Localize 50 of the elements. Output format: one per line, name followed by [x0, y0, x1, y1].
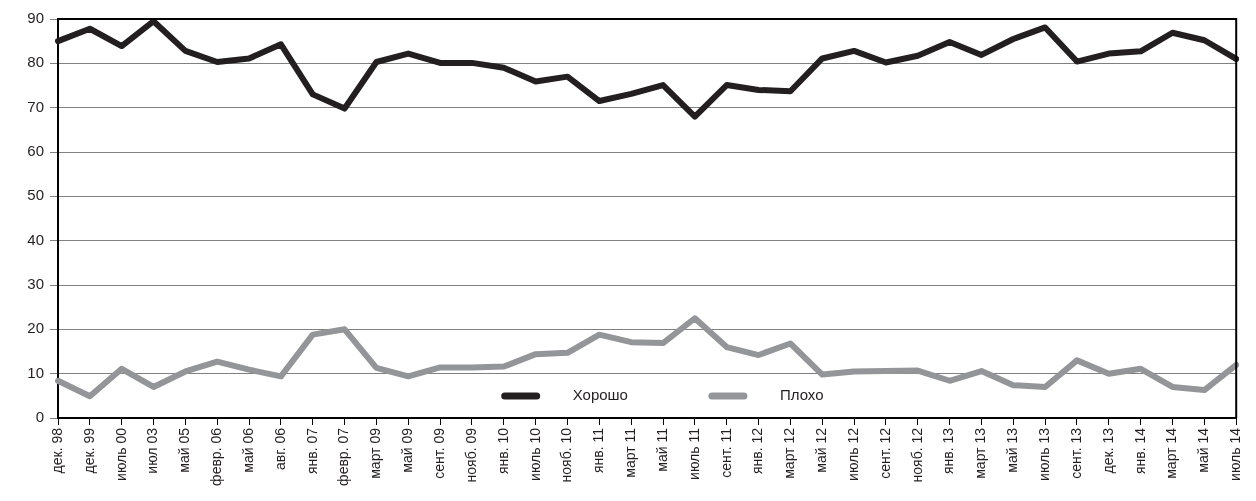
- x-tick-label: июль 14: [1227, 427, 1244, 481]
- y-tick-label: 40: [27, 230, 44, 248]
- x-tick-label: март 11: [622, 427, 639, 478]
- x-tick-label: июль 00: [112, 427, 129, 481]
- x-tick-label: март 14: [1163, 427, 1180, 479]
- y-tick-label: 90: [27, 9, 44, 27]
- x-tick-label: янв. 13: [940, 427, 957, 475]
- y-tick-label: 60: [27, 142, 44, 160]
- x-tick-label: май 06: [239, 427, 256, 473]
- x-tick-label: нояб. 10: [558, 427, 575, 483]
- x-tick-label: авг. 06: [271, 427, 288, 470]
- x-tick-label: дек. 99: [80, 427, 97, 474]
- x-tick-label: май 05: [176, 427, 193, 473]
- x-tick-label: сент. 11: [717, 427, 734, 478]
- y-tick-label: 10: [27, 363, 44, 381]
- x-tick-label: нояб. 09: [462, 427, 479, 483]
- x-tick-label: янв. 12: [749, 427, 766, 475]
- y-tick-label: 70: [27, 97, 44, 115]
- x-tick-label: июль 12: [844, 427, 861, 481]
- x-tick-label: март 12: [781, 427, 798, 479]
- x-tick-label: янв. 10: [494, 427, 511, 475]
- x-tick-label: сент. 13: [1067, 427, 1084, 479]
- x-tick-label: июль 10: [526, 427, 543, 481]
- y-tick-label: 20: [27, 319, 44, 337]
- x-tick-label: май 12: [813, 427, 830, 473]
- x-tick-label: май 14: [1195, 427, 1212, 473]
- y-tick-label: 80: [27, 53, 44, 71]
- x-tick-label: март 09: [367, 427, 384, 479]
- x-tick-label: май 11: [653, 427, 670, 472]
- x-tick-label: сент. 12: [876, 427, 893, 479]
- legend-label: Плохо: [779, 386, 824, 404]
- x-tick-label: февр. 06: [208, 427, 225, 486]
- x-tick-label: янв. 11: [590, 427, 607, 474]
- legend-label: Хорошо: [572, 386, 628, 404]
- x-tick-label: май 13: [1004, 427, 1021, 473]
- x-tick-label: июл 03: [144, 427, 161, 474]
- x-tick-label: сент. 09: [430, 427, 447, 479]
- y-tick-label: 0: [35, 408, 44, 426]
- x-tick-label: июль 11: [685, 427, 702, 480]
- y-tick-label: 50: [27, 186, 44, 204]
- x-tick-label: май 09: [399, 427, 416, 473]
- x-tick-label: нояб. 12: [908, 427, 925, 483]
- y-tick-label: 30: [27, 275, 44, 293]
- x-tick-label: февр. 07: [335, 427, 352, 486]
- x-tick-label: дек. 13: [1099, 427, 1116, 474]
- x-tick-label: март 13: [972, 427, 989, 479]
- x-tick-label: июль 13: [1036, 427, 1052, 481]
- x-tick-label: янв. 14: [1131, 427, 1148, 475]
- x-tick-label: дек. 98: [48, 427, 65, 474]
- x-tick-label: янв. 07: [303, 427, 320, 475]
